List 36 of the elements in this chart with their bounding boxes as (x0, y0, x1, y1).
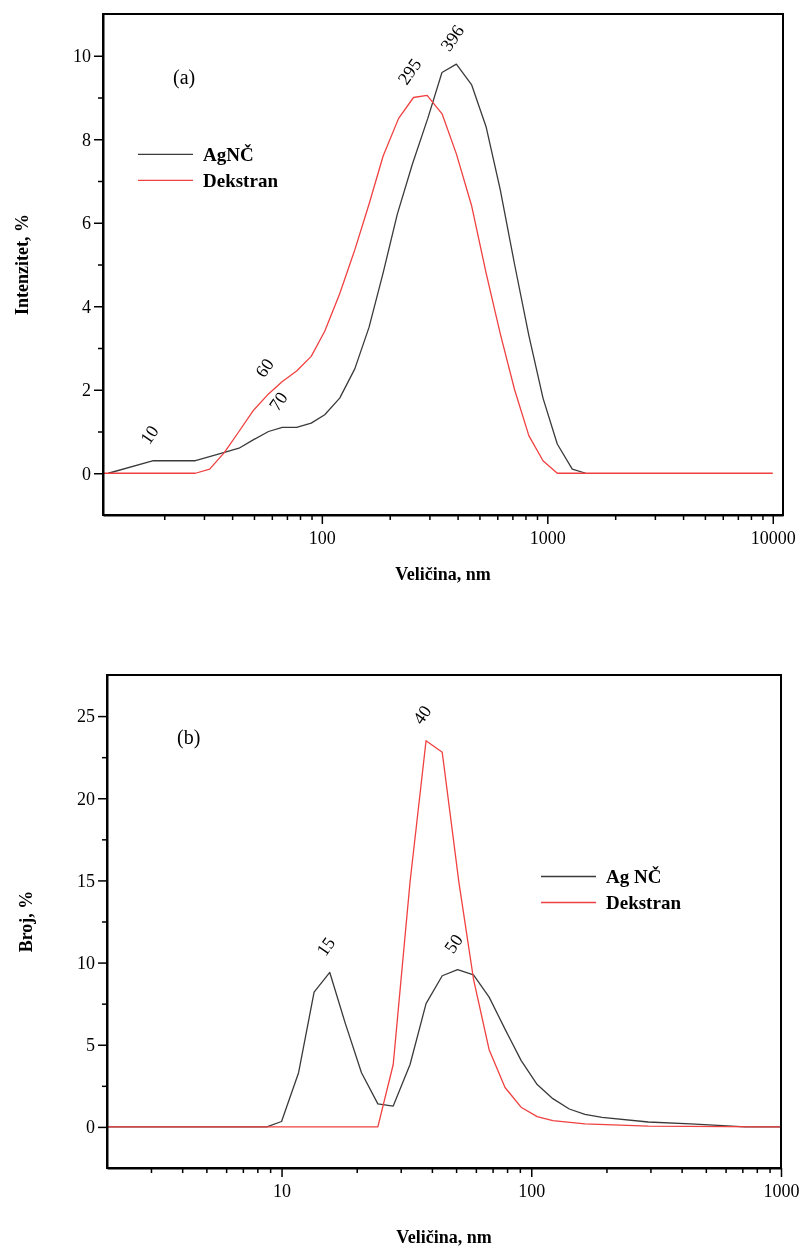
y-tick-label: 10 (77, 952, 95, 973)
x-tick-label: 10 (273, 1180, 292, 1201)
y-tick-label: 15 (77, 870, 95, 891)
y-tick-label: 0 (82, 463, 91, 484)
x-axis-title: Veličina, nm (395, 564, 491, 584)
y-tick-label: 2 (82, 380, 91, 401)
legend-label: Ag NČ (606, 866, 662, 887)
y-tick-label: 10 (73, 46, 91, 67)
annotation: 40 (408, 701, 436, 728)
y-tick-label: 5 (86, 1035, 95, 1056)
annotation: 70 (264, 388, 292, 415)
x-tick-label: 10000 (750, 527, 796, 548)
x-tick-label: 100 (518, 1180, 546, 1201)
annotation: 50 (440, 930, 467, 957)
y-tick-label: 0 (86, 1117, 95, 1138)
y-tick-label: 25 (77, 706, 95, 727)
legend-label: AgNČ (203, 143, 254, 165)
y-tick-label: 8 (82, 129, 91, 150)
annotation: (a) (173, 66, 196, 90)
legend-label: Dekstran (203, 169, 279, 191)
y-tick-label: 4 (82, 296, 91, 317)
annotation: (b) (177, 726, 201, 750)
x-axis-title: Veličina, nm (396, 1227, 492, 1247)
annotation: 10 (136, 421, 163, 448)
x-tick-label: 1000 (763, 1180, 800, 1201)
annotation: 295 (393, 54, 426, 89)
x-tick-label: 1000 (529, 527, 566, 548)
legend-label: Dekstran (606, 892, 682, 913)
y-axis-title: Broj, % (16, 890, 36, 953)
x-tick-label: 100 (308, 527, 336, 548)
y-axis-title: Intenzitet, % (12, 214, 32, 315)
annotation: 60 (251, 354, 278, 382)
y-tick-label: 20 (77, 788, 95, 809)
annotation: 396 (436, 21, 469, 55)
annotation: 15 (312, 933, 340, 960)
y-tick-label: 6 (82, 213, 91, 234)
